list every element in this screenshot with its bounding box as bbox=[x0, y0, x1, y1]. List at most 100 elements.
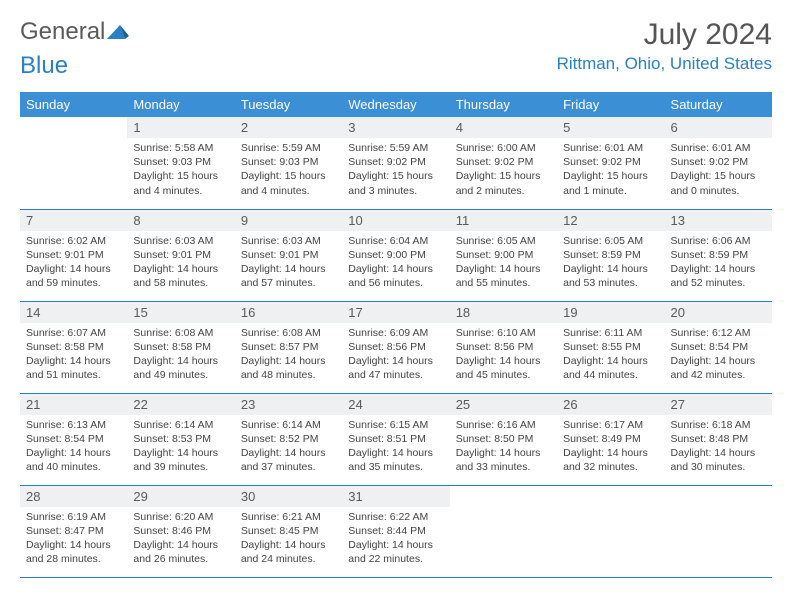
day-line: Daylight: 14 hours bbox=[348, 262, 443, 276]
day-line: and 1 minute. bbox=[563, 184, 658, 198]
day-line: Sunrise: 6:00 AM bbox=[456, 141, 551, 155]
day-line: Sunset: 8:56 PM bbox=[348, 340, 443, 354]
day-line: Sunset: 8:44 PM bbox=[348, 524, 443, 538]
day-line: Sunset: 8:59 PM bbox=[563, 248, 658, 262]
day-body: Sunrise: 6:17 AMSunset: 8:49 PMDaylight:… bbox=[557, 415, 664, 481]
day-line: Sunrise: 6:11 AM bbox=[563, 326, 658, 340]
day-cell: 1Sunrise: 5:58 AMSunset: 9:03 PMDaylight… bbox=[127, 117, 234, 209]
day-body: Sunrise: 6:18 AMSunset: 8:48 PMDaylight:… bbox=[665, 415, 772, 481]
day-line: and 55 minutes. bbox=[456, 276, 551, 290]
logo-text-2: Blue bbox=[20, 52, 68, 80]
day-number: 16 bbox=[235, 302, 342, 323]
day-cell: 6Sunrise: 6:01 AMSunset: 9:02 PMDaylight… bbox=[665, 117, 772, 209]
day-line: Daylight: 14 hours bbox=[671, 354, 766, 368]
day-body: Sunrise: 6:15 AMSunset: 8:51 PMDaylight:… bbox=[342, 415, 449, 481]
day-line: Daylight: 14 hours bbox=[133, 446, 228, 460]
day-line: Sunrise: 6:03 AM bbox=[241, 234, 336, 248]
day-line: Sunrise: 5:59 AM bbox=[348, 141, 443, 155]
week-row: 1Sunrise: 5:58 AMSunset: 9:03 PMDaylight… bbox=[20, 117, 772, 209]
day-line: Sunrise: 6:01 AM bbox=[671, 141, 766, 155]
day-line: Sunset: 8:58 PM bbox=[133, 340, 228, 354]
day-line: Sunrise: 6:21 AM bbox=[241, 510, 336, 524]
day-line: Sunrise: 6:10 AM bbox=[456, 326, 551, 340]
day-number: 23 bbox=[235, 394, 342, 415]
day-line: and 48 minutes. bbox=[241, 368, 336, 382]
calendar-table: Sunday Monday Tuesday Wednesday Thursday… bbox=[20, 92, 772, 578]
day-line: and 57 minutes. bbox=[241, 276, 336, 290]
day-body: Sunrise: 6:20 AMSunset: 8:46 PMDaylight:… bbox=[127, 507, 234, 573]
day-line: and 44 minutes. bbox=[563, 368, 658, 382]
day-body: Sunrise: 6:03 AMSunset: 9:01 PMDaylight:… bbox=[235, 231, 342, 297]
location-label: Rittman, Ohio, United States bbox=[557, 54, 772, 74]
day-cell: 22Sunrise: 6:14 AMSunset: 8:53 PMDayligh… bbox=[127, 393, 234, 485]
day-line: and 22 minutes. bbox=[348, 552, 443, 566]
day-line: Sunset: 8:59 PM bbox=[671, 248, 766, 262]
day-cell: 5Sunrise: 6:01 AMSunset: 9:02 PMDaylight… bbox=[557, 117, 664, 209]
day-number: 4 bbox=[450, 117, 557, 138]
week-row: 28Sunrise: 6:19 AMSunset: 8:47 PMDayligh… bbox=[20, 485, 772, 577]
day-number: 27 bbox=[665, 394, 772, 415]
day-line: Sunrise: 6:07 AM bbox=[26, 326, 121, 340]
day-body: Sunrise: 6:21 AMSunset: 8:45 PMDaylight:… bbox=[235, 507, 342, 573]
day-line: Daylight: 14 hours bbox=[563, 446, 658, 460]
day-cell: 26Sunrise: 6:17 AMSunset: 8:49 PMDayligh… bbox=[557, 393, 664, 485]
day-line: and 28 minutes. bbox=[26, 552, 121, 566]
day-line: Sunset: 9:03 PM bbox=[133, 155, 228, 169]
day-number: 13 bbox=[665, 210, 772, 231]
day-cell: 25Sunrise: 6:16 AMSunset: 8:50 PMDayligh… bbox=[450, 393, 557, 485]
day-body: Sunrise: 5:59 AMSunset: 9:03 PMDaylight:… bbox=[235, 138, 342, 204]
day-line: Daylight: 14 hours bbox=[133, 354, 228, 368]
day-cell: 29Sunrise: 6:20 AMSunset: 8:46 PMDayligh… bbox=[127, 485, 234, 577]
day-line: Sunrise: 6:18 AM bbox=[671, 418, 766, 432]
day-cell: 16Sunrise: 6:08 AMSunset: 8:57 PMDayligh… bbox=[235, 301, 342, 393]
day-number: 18 bbox=[450, 302, 557, 323]
day-cell: 7Sunrise: 6:02 AMSunset: 9:01 PMDaylight… bbox=[20, 209, 127, 301]
day-cell: 20Sunrise: 6:12 AMSunset: 8:54 PMDayligh… bbox=[665, 301, 772, 393]
day-number: 28 bbox=[20, 486, 127, 507]
day-line: Sunrise: 6:19 AM bbox=[26, 510, 121, 524]
day-body: Sunrise: 6:03 AMSunset: 9:01 PMDaylight:… bbox=[127, 231, 234, 297]
day-line: and 45 minutes. bbox=[456, 368, 551, 382]
day-body: Sunrise: 6:06 AMSunset: 8:59 PMDaylight:… bbox=[665, 231, 772, 297]
day-line: Sunset: 8:57 PM bbox=[241, 340, 336, 354]
day-line: Sunrise: 5:59 AM bbox=[241, 141, 336, 155]
day-line: and 35 minutes. bbox=[348, 460, 443, 474]
day-number: 7 bbox=[20, 210, 127, 231]
day-line: Daylight: 15 hours bbox=[241, 169, 336, 183]
day-line: Daylight: 14 hours bbox=[26, 262, 121, 276]
day-number: 19 bbox=[557, 302, 664, 323]
day-line: Sunrise: 6:13 AM bbox=[26, 418, 121, 432]
day-line: Sunset: 9:02 PM bbox=[456, 155, 551, 169]
day-number: 24 bbox=[342, 394, 449, 415]
day-line: Sunset: 8:46 PM bbox=[133, 524, 228, 538]
day-number: 5 bbox=[557, 117, 664, 138]
day-line: Sunset: 9:01 PM bbox=[133, 248, 228, 262]
day-number: 14 bbox=[20, 302, 127, 323]
dow-saturday: Saturday bbox=[665, 92, 772, 117]
day-line: Daylight: 14 hours bbox=[133, 262, 228, 276]
day-line: Sunrise: 6:14 AM bbox=[241, 418, 336, 432]
day-number: 10 bbox=[342, 210, 449, 231]
day-cell: 30Sunrise: 6:21 AMSunset: 8:45 PMDayligh… bbox=[235, 485, 342, 577]
day-line: Daylight: 15 hours bbox=[456, 169, 551, 183]
day-line: Sunrise: 6:17 AM bbox=[563, 418, 658, 432]
day-body: Sunrise: 6:14 AMSunset: 8:53 PMDaylight:… bbox=[127, 415, 234, 481]
day-cell: 12Sunrise: 6:05 AMSunset: 8:59 PMDayligh… bbox=[557, 209, 664, 301]
day-line: Daylight: 14 hours bbox=[671, 262, 766, 276]
logo: General bbox=[20, 18, 129, 46]
day-line: Sunrise: 6:05 AM bbox=[563, 234, 658, 248]
day-body: Sunrise: 6:14 AMSunset: 8:52 PMDaylight:… bbox=[235, 415, 342, 481]
day-line: Sunset: 8:53 PM bbox=[133, 432, 228, 446]
day-cell: 23Sunrise: 6:14 AMSunset: 8:52 PMDayligh… bbox=[235, 393, 342, 485]
day-line: and 42 minutes. bbox=[671, 368, 766, 382]
day-number: 2 bbox=[235, 117, 342, 138]
day-line: Sunrise: 6:12 AM bbox=[671, 326, 766, 340]
dow-thursday: Thursday bbox=[450, 92, 557, 117]
day-cell: 11Sunrise: 6:05 AMSunset: 9:00 PMDayligh… bbox=[450, 209, 557, 301]
day-line: Sunset: 8:58 PM bbox=[26, 340, 121, 354]
day-line: and 59 minutes. bbox=[26, 276, 121, 290]
day-line: and 49 minutes. bbox=[133, 368, 228, 382]
day-cell: 8Sunrise: 6:03 AMSunset: 9:01 PMDaylight… bbox=[127, 209, 234, 301]
month-title: July 2024 bbox=[557, 18, 772, 52]
day-cell: 17Sunrise: 6:09 AMSunset: 8:56 PMDayligh… bbox=[342, 301, 449, 393]
